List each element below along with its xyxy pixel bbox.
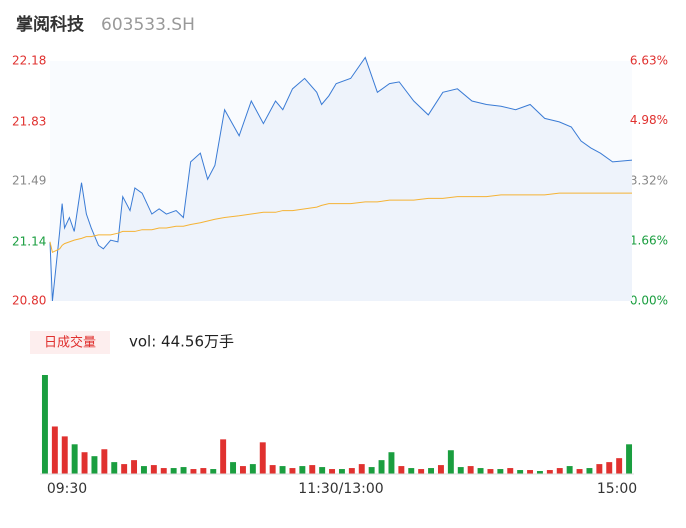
y-tick-label: 20.80	[12, 294, 46, 308]
volume-bar	[190, 469, 197, 474]
y2-tick-label: 4.98%	[630, 113, 668, 127]
volume-bar	[150, 465, 157, 474]
volume-bar	[289, 468, 296, 474]
volume-bar	[239, 466, 246, 474]
volume-bar	[319, 467, 326, 474]
volume-bar	[81, 452, 88, 474]
chart-subtitle: 603533.SH	[101, 15, 195, 35]
legend-box	[30, 331, 110, 354]
x-tick-label: 11:30/13:00	[298, 481, 383, 497]
line	[49, 56, 633, 302]
volume-bar	[131, 460, 138, 474]
volume-bar	[368, 467, 375, 474]
volume-bar	[200, 468, 207, 474]
volume-bar	[220, 439, 227, 474]
y2-tick-label: 0.00%	[630, 294, 668, 308]
volume-bar	[596, 464, 603, 474]
volume-bar	[249, 464, 256, 474]
volume-bar	[41, 375, 48, 474]
volume-bar	[358, 464, 365, 474]
y-tick-label: 21.14	[12, 234, 46, 248]
volume-bar	[61, 436, 68, 474]
volume-bar	[606, 462, 613, 474]
volume-bar	[566, 466, 573, 474]
volume-bar	[467, 466, 474, 474]
volume-bar	[91, 456, 98, 474]
volume-bar	[309, 465, 316, 474]
volume-bar	[408, 468, 415, 474]
volume-bar	[259, 442, 266, 474]
volume-bar	[447, 450, 454, 474]
volume-bar	[556, 468, 563, 474]
y2-tick-label: 6.63%	[630, 54, 668, 68]
volume-bar	[230, 462, 237, 474]
volume-bar	[428, 468, 435, 474]
volume-bar	[170, 468, 177, 474]
annotation: vol: 44.56万手	[129, 333, 234, 351]
volume-bar	[338, 469, 345, 474]
volume-bar	[536, 471, 543, 474]
volume-bar	[527, 470, 534, 474]
volume-bar	[497, 469, 504, 474]
volume-bar	[329, 469, 336, 474]
volume-bar	[51, 426, 58, 474]
chart-title: 掌阅科技	[16, 14, 85, 35]
y-tick-label: 21.83	[12, 114, 46, 128]
volume-bar	[398, 466, 405, 474]
volume-bar	[299, 466, 306, 474]
y-tick-label: 21.49	[12, 174, 46, 188]
volume-bar	[487, 469, 494, 474]
volume-bar	[101, 449, 108, 474]
legend: 日成交量	[44, 335, 96, 351]
volume-bar	[388, 452, 395, 474]
volume-bar	[626, 444, 633, 474]
volume-bar	[160, 468, 167, 474]
volume-bar	[546, 470, 553, 474]
volume-bar	[140, 466, 147, 474]
volume-bar	[269, 465, 276, 474]
y2-tick-label: 3.32%	[630, 173, 668, 187]
volume-bar	[517, 470, 524, 474]
volume-bar	[576, 469, 583, 474]
volume-bar	[71, 444, 78, 474]
volume-bar	[121, 464, 128, 474]
volume-bar	[586, 468, 593, 474]
y-tick-label: 22.18	[12, 54, 46, 68]
volume-bar	[616, 458, 623, 474]
x-tick-label: 15:00	[597, 481, 637, 497]
volume-bar	[418, 469, 425, 474]
volume-bar	[507, 468, 514, 474]
y2-tick-label: 1.66%	[630, 233, 668, 247]
volume-bar	[477, 468, 484, 474]
volume-bar	[378, 460, 385, 474]
line	[49, 192, 632, 254]
volume-bar	[210, 469, 217, 474]
volume-bar	[457, 467, 464, 474]
volume-bar	[111, 462, 118, 474]
volume-bar	[437, 465, 444, 474]
volume-bar	[348, 468, 355, 474]
volume-bar	[279, 466, 286, 474]
area	[50, 57, 632, 301]
x-tick-label: 09:30	[47, 481, 87, 497]
volume-bar	[180, 467, 187, 474]
